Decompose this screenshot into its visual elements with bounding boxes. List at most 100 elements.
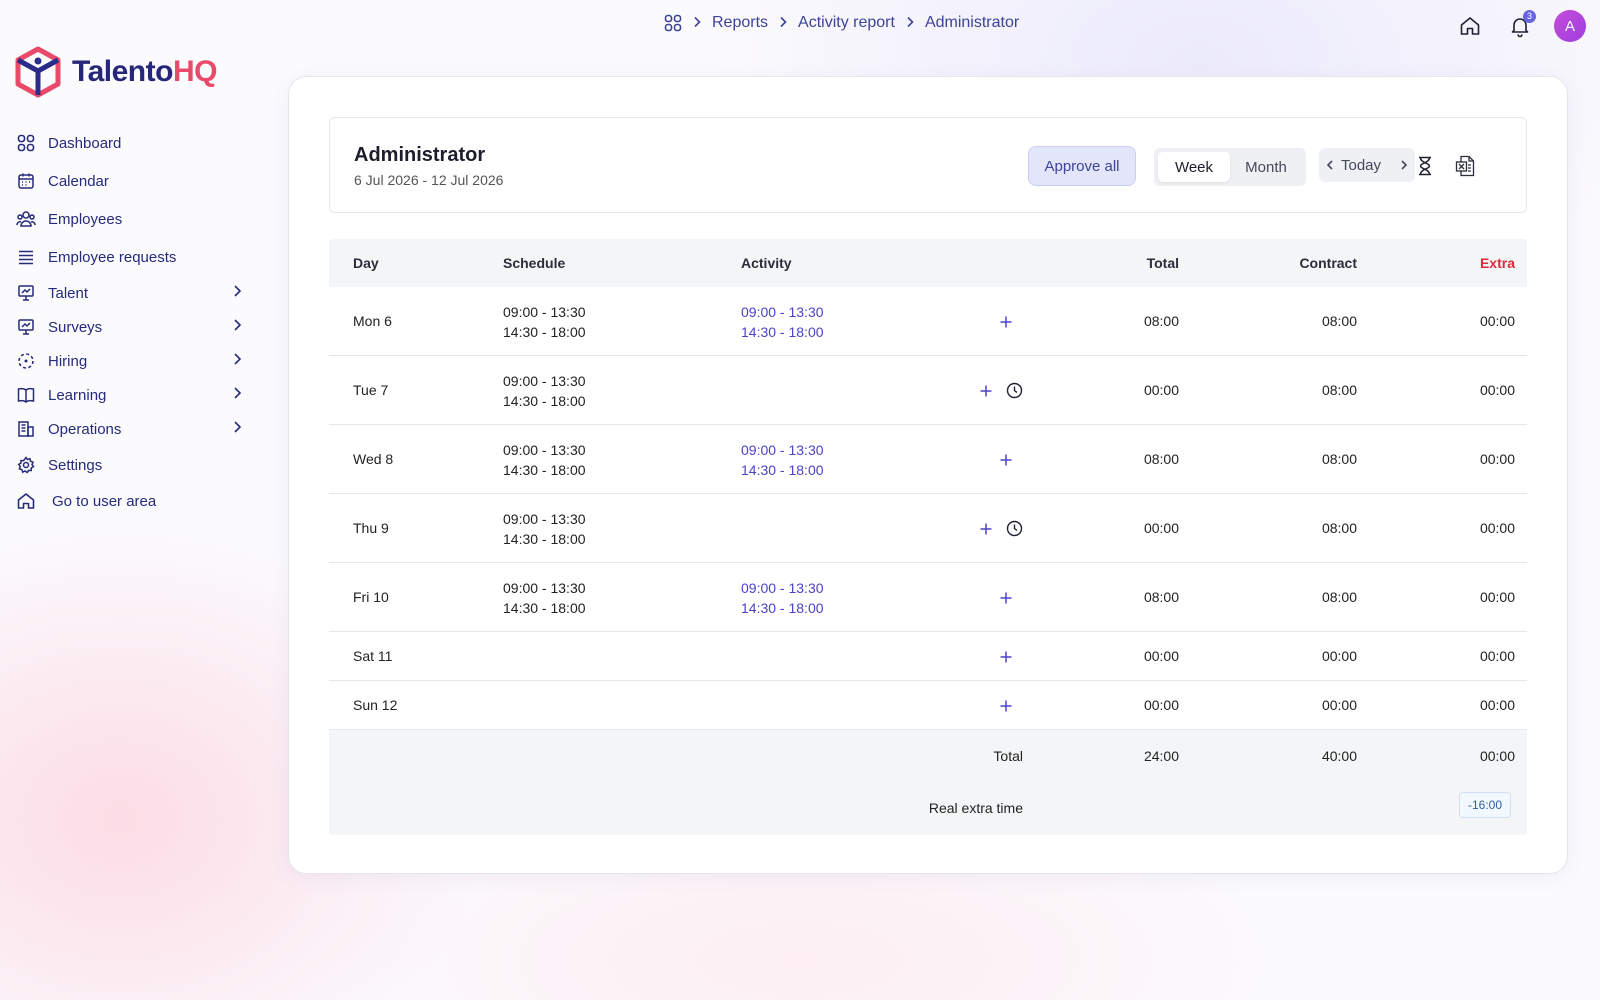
excel-export-icon[interactable] — [1453, 154, 1477, 178]
activity-slot[interactable]: 14:30 - 18:00 — [741, 461, 824, 478]
sidebar-item-hiring[interactable]: Hiring — [14, 344, 244, 378]
hourglass-icon[interactable] — [1413, 154, 1437, 178]
contract-cell: 08:00 — [1321, 312, 1357, 329]
extra-cell: 00:00 — [1479, 696, 1515, 713]
target-icon — [14, 349, 38, 373]
schedule-slot: 09:00 - 13:30 — [503, 579, 586, 596]
view-month-button[interactable]: Month — [1245, 158, 1287, 176]
notifications-button[interactable]: 3 — [1504, 10, 1536, 42]
sidebar-item-dashboard[interactable]: Dashboard — [14, 126, 244, 160]
home-button[interactable] — [1454, 10, 1486, 42]
schedule-slot: 14:30 - 18:00 — [503, 461, 586, 478]
schedule-cell: 09:00 - 13:30 14:30 - 18:00 — [503, 371, 586, 411]
total-cell: 08:00 — [1143, 588, 1179, 605]
chevron-right-icon — [232, 352, 242, 370]
schedule-slot: 09:00 - 13:30 — [503, 303, 586, 320]
add-activity-button[interactable] — [997, 451, 1015, 469]
activity-slot[interactable]: 09:00 - 13:30 — [741, 303, 824, 320]
users-icon — [14, 207, 38, 231]
plus-icon — [980, 385, 992, 396]
add-activity-button[interactable] — [977, 382, 995, 400]
extra-cell: 00:00 — [1479, 647, 1515, 664]
day-cell: Sat 11 — [353, 647, 393, 664]
activity-cell: 09:00 - 13:30 14:30 - 18:00 — [741, 578, 824, 618]
schedule-slot: 14:30 - 18:00 — [503, 323, 586, 340]
col-contract: Contract — [1299, 255, 1357, 271]
breadcrumb: Reports Activity report Administrator — [664, 14, 1019, 32]
activity-slot[interactable]: 09:00 - 13:30 — [741, 441, 824, 458]
col-extra: Extra — [1479, 255, 1515, 271]
brand-name: TalentoHQ — [72, 55, 217, 88]
calendar-icon — [14, 169, 38, 193]
activity-table: Day Schedule Activity Total Contract Ext… — [329, 239, 1527, 835]
totals-extra: 00:00 — [1479, 748, 1515, 764]
sidebar-item-operations[interactable]: Operations — [14, 412, 244, 446]
sidebar-nav: Dashboard Calendar Employees Employee re… — [14, 126, 244, 518]
sidebar-item-learning[interactable]: Learning — [14, 378, 244, 412]
sidebar-item-label: Operations — [48, 420, 122, 438]
view-week-button[interactable]: Week — [1158, 152, 1230, 182]
avatar[interactable]: A — [1554, 10, 1586, 42]
plus-icon — [1000, 454, 1012, 465]
totals-total: 24:00 — [1143, 748, 1179, 764]
contract-cell: 00:00 — [1321, 647, 1357, 664]
contract-cell: 08:00 — [1321, 588, 1357, 605]
table-row: Mon 6 09:00 - 13:30 14:30 - 18:00 09:00 - 1… — [329, 287, 1527, 356]
day-cell: Wed 8 — [353, 450, 394, 467]
book-icon — [14, 383, 38, 407]
clock-icon — [1006, 382, 1022, 399]
apps-grid-icon[interactable] — [664, 14, 682, 32]
sidebar-item-calendar[interactable]: Calendar — [14, 164, 244, 198]
table-row: Sat 11 00:00 00:00 00:00 — [329, 632, 1527, 681]
extra-cell: 00:00 — [1479, 588, 1515, 605]
add-activity-button[interactable] — [977, 520, 995, 538]
total-cell: 00:00 — [1143, 519, 1179, 536]
table-row: Sun 12 00:00 00:00 00:00 — [329, 681, 1527, 730]
report-card: Administrator 6 Jul 2026 - 12 Jul 2026 A… — [288, 76, 1568, 874]
activity-cell: 09:00 - 13:30 14:30 - 18:00 — [741, 302, 824, 342]
bell-icon — [1511, 18, 1529, 38]
plus-icon — [1000, 316, 1012, 327]
add-activity-button[interactable] — [997, 589, 1015, 607]
activity-cell: 09:00 - 13:30 14:30 - 18:00 — [741, 440, 824, 480]
schedule-slot: 14:30 - 18:00 — [503, 392, 586, 409]
day-cell: Tue 7 — [353, 381, 389, 398]
sidebar-item-talent[interactable]: Talent — [14, 276, 244, 310]
activity-slot[interactable]: 09:00 - 13:30 — [741, 579, 824, 596]
activity-slot[interactable]: 14:30 - 18:00 — [741, 599, 824, 616]
brand-logo[interactable]: TalentoHQ — [14, 46, 217, 98]
sidebar-item-settings[interactable]: Settings — [14, 448, 244, 482]
view-toggle: Week Month — [1154, 148, 1306, 186]
col-activity: Activity — [741, 255, 792, 271]
sidebar-item-employees[interactable]: Employees — [14, 202, 244, 236]
clock-button[interactable] — [1005, 520, 1023, 538]
breadcrumb-reports[interactable]: Reports — [712, 14, 769, 31]
sidebar-item-employee-requests[interactable]: Employee requests — [14, 240, 244, 274]
breadcrumb-activity-report[interactable]: Activity report — [798, 14, 895, 31]
total-cell: 00:00 — [1143, 381, 1179, 398]
cube-logo-icon — [15, 46, 61, 98]
activity-slot[interactable]: 14:30 - 18:00 — [741, 323, 824, 340]
today-button[interactable]: Today — [1341, 156, 1382, 174]
sidebar-item-label: Dashboard — [48, 134, 122, 152]
next-period-button[interactable] — [1393, 159, 1415, 171]
sidebar-item-go-to-user-area[interactable]: Go to user area — [14, 484, 244, 518]
schedule-slot: 09:00 - 13:30 — [503, 510, 586, 527]
sidebar-item-label: Hiring — [48, 352, 88, 370]
clock-icon — [1006, 520, 1022, 537]
schedule-slot: 14:30 - 18:00 — [503, 599, 586, 616]
add-activity-button[interactable] — [997, 313, 1015, 331]
add-activity-button[interactable] — [997, 697, 1015, 715]
employee-name: Administrator — [354, 144, 486, 166]
add-activity-button[interactable] — [997, 648, 1015, 666]
chevron-right-icon — [232, 386, 242, 404]
clock-button[interactable] — [1005, 382, 1023, 400]
extra-cell: 00:00 — [1479, 312, 1515, 329]
previous-period-button[interactable] — [1319, 159, 1341, 171]
sidebar-item-surveys[interactable]: Surveys — [14, 310, 244, 344]
total-cell: 00:00 — [1143, 647, 1179, 664]
plus-icon — [1000, 700, 1012, 711]
approve-all-button[interactable]: Approve all — [1028, 146, 1136, 186]
date-range: 6 Jul 2026 - 12 Jul 2026 — [354, 172, 504, 188]
col-total: Total — [1146, 255, 1179, 271]
